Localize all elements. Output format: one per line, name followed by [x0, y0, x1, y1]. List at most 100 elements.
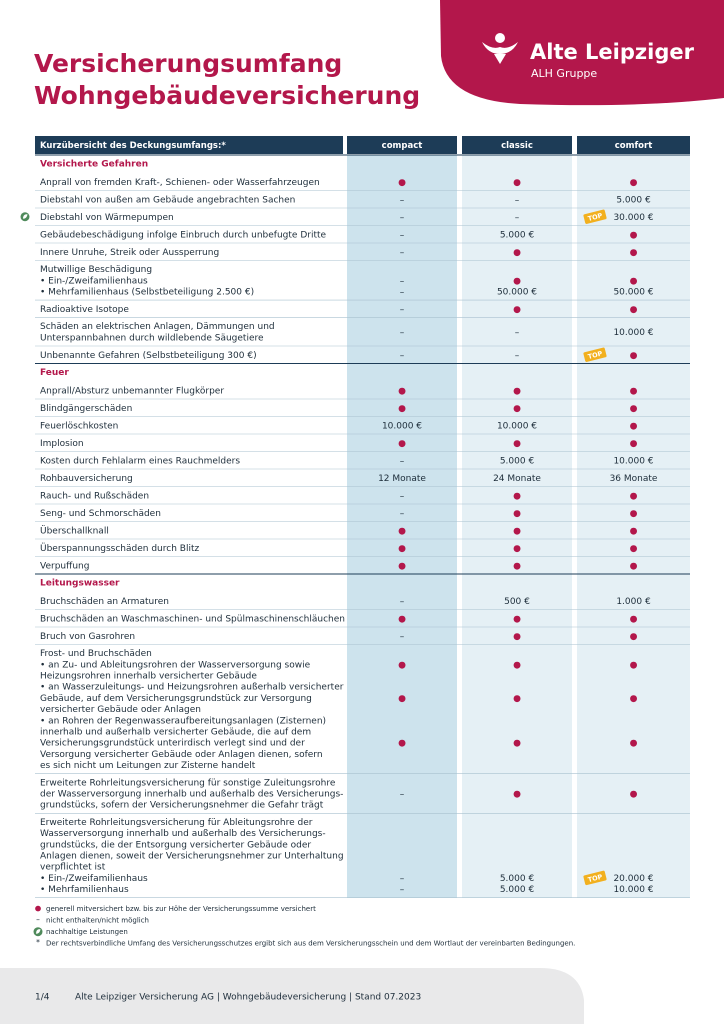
row-label: Unbenannte Gefahren (Selbstbeteiligung 3…	[40, 351, 257, 361]
eco-leaf	[23, 214, 28, 219]
included-dot: ●	[630, 614, 638, 624]
included-dot: ●	[630, 632, 638, 642]
top-badge: TOP	[583, 870, 607, 886]
included-dot: ●	[630, 305, 638, 315]
row-label: Unterspannbahnen durch wildlebende Säuge…	[40, 333, 264, 343]
header-cell	[577, 136, 690, 154]
included-dot: ●	[513, 526, 521, 536]
top-badge: TOP	[583, 347, 607, 362]
cell-value: –	[400, 456, 405, 466]
row-label: • an Zu- und Ableitungsrohren der Wasser…	[40, 660, 311, 670]
row-label: Anprall/Absturz unbemannter Flugkörper	[40, 386, 224, 396]
cell-value: –	[400, 351, 405, 361]
row-label: Feuerlöschkosten	[40, 421, 118, 431]
row-label: Rauch- und Rußschäden	[40, 491, 149, 501]
row-label: Kosten durch Fehlalarm eines Rauchmelder…	[40, 456, 240, 466]
row-label: Erweiterte Rohrleitungsversicherung für …	[40, 818, 313, 828]
badge-box	[583, 347, 607, 362]
included-dot: ●	[630, 178, 638, 188]
cell-value: –	[400, 328, 405, 338]
included-dot: ●	[398, 439, 406, 449]
included-dot: ●	[398, 739, 406, 749]
included-dot: ●	[513, 386, 521, 396]
row-label: Radioaktive Isotope	[40, 305, 129, 315]
table: Kurzübersicht des Deckungsumfangs:* compa…	[20, 136, 690, 899]
cell-value: –	[400, 874, 405, 884]
included-dot: ●	[513, 276, 521, 286]
cell-value: –	[400, 276, 405, 286]
cell-value: –	[400, 597, 405, 607]
row-label: grundstücks, die der Entsorgung versiche…	[40, 840, 311, 850]
header-cell	[35, 136, 343, 154]
cell-value: –	[400, 632, 405, 642]
cell-value: 1.000 €	[616, 597, 651, 607]
legend-symbol: ●	[35, 904, 42, 913]
included-dot: ●	[398, 660, 406, 670]
included-dot: ●	[630, 544, 638, 554]
row-label: verpflichtet ist	[40, 863, 106, 873]
row-label: versicherter Gebäude oder Anlagen	[40, 705, 201, 715]
row-label: • Mehrfamilienhaus	[40, 885, 129, 895]
eco-leaf	[36, 929, 41, 934]
legend-text: generell mitversichert bzw. bis zur Höhe…	[46, 905, 316, 913]
row-label: Frost- und Bruchschäden	[40, 649, 152, 659]
row-label: Anlagen dienen, soweit der Versicherungs…	[40, 852, 344, 862]
included-dot: ●	[398, 526, 406, 536]
header-label: classic	[501, 141, 533, 151]
included-dot: ●	[630, 790, 638, 800]
header-cell	[347, 136, 457, 154]
row-label: grundstücks, sofern der Versicherungsneh…	[40, 801, 324, 811]
included-dot: ●	[630, 351, 638, 361]
row-label: Blindgängerschäden	[40, 404, 132, 414]
included-dot: ●	[630, 509, 638, 519]
included-dot: ●	[630, 739, 638, 749]
cell-value: –	[400, 213, 405, 223]
included-dot: ●	[630, 491, 638, 501]
badge-text: TOP	[587, 873, 603, 884]
included-dot: ●	[513, 544, 521, 554]
cell-value: –	[515, 351, 520, 361]
legend-symbol: *	[36, 938, 40, 947]
row-label: Diebstahl von Wärmepumpen	[40, 213, 174, 223]
row-label: Mutwillige Beschädigung	[40, 265, 152, 275]
brand-group: ALH Gruppe	[531, 67, 597, 80]
included-dot: ●	[398, 404, 406, 414]
row-label: der Wasserversorgung innerhalb und außer…	[40, 790, 343, 800]
brand-name: Alte Leipziger	[530, 40, 695, 64]
included-dot: ●	[630, 660, 638, 670]
row-label: Heizungsrohren innerhalb versicherter Ge…	[40, 672, 257, 682]
included-dot: ●	[513, 739, 521, 749]
cell-value: 5.000 €	[500, 456, 535, 466]
row-label: Diebstahl von außen am Gebäude angebrach…	[40, 195, 295, 205]
cell-value: 5.000 €	[500, 885, 535, 895]
title: Wohngebäudeversicherung	[34, 81, 420, 110]
badge-text: TOP	[587, 350, 603, 361]
legend-text: nicht enthalten/nicht möglich	[46, 917, 149, 925]
included-dot: ●	[513, 694, 521, 704]
cell-value: –	[400, 509, 405, 519]
footer-shape	[0, 968, 584, 1024]
row-label: Implosion	[40, 439, 84, 449]
included-dot: ●	[630, 404, 638, 414]
cell-value: 5.000 €	[500, 230, 535, 240]
row-label: Bruchschäden an Waschmaschinen- und Spül…	[40, 614, 345, 624]
cell-value: 10.000 €	[613, 885, 653, 895]
cell-value: 500 €	[504, 597, 530, 607]
cell-value: –	[515, 195, 520, 205]
badge-box	[583, 870, 607, 886]
brand-icon	[482, 33, 518, 64]
included-dot: ●	[630, 276, 638, 286]
included-dot: ●	[630, 694, 638, 704]
row-label: Gebäudebeschädigung infolge Einbruch dur…	[40, 230, 327, 240]
included-dot: ●	[630, 248, 638, 258]
row-label: • an Wasserzuleitungs- und Heizungsrohre…	[40, 683, 344, 693]
row-label: Seng- und Schmorschäden	[40, 509, 161, 519]
row-label: • an Rohren der Regenwasseraufbereitungs…	[40, 716, 326, 726]
included-dot: ●	[398, 178, 406, 188]
row-label: Bruchschäden an Armaturen	[40, 597, 169, 607]
cell-value: –	[400, 195, 405, 205]
section-title: Versicherte Gefahren	[40, 160, 148, 170]
cell-value: –	[515, 328, 520, 338]
header-label: Kurzübersicht des Deckungsumfangs:*	[40, 141, 226, 151]
